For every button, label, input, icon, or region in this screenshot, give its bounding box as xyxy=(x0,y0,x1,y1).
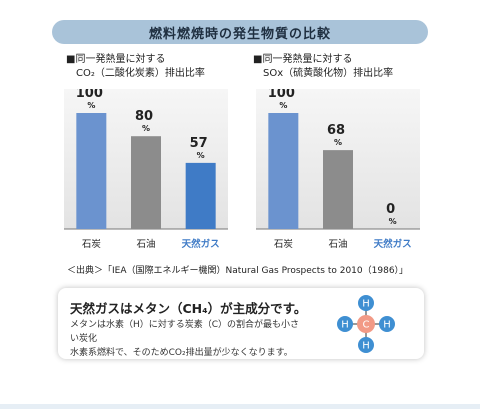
co2-chart: 100% 石炭 80% 石油 57% 天然ガス xyxy=(64,89,228,250)
co2-label-line1: ■同一発熱量に対する xyxy=(66,54,166,65)
info-body: メタンは水素（H）に対する炭素（C）の割合が最も小さい炭化 水素系燃料で、そのた… xyxy=(70,318,300,360)
data-label-value: 68 xyxy=(327,123,345,138)
data-label-unit: % xyxy=(87,101,95,110)
hydrogen-atom-icon xyxy=(358,337,374,353)
sox-label-line2: SOx（硫黄酸化物）排出比率 xyxy=(263,68,394,79)
atom-label: H xyxy=(362,341,370,352)
category-label: 石炭 xyxy=(82,239,102,250)
info-body-line2: 水素系燃料で、そのためCO₂排出量が少なくなります。 xyxy=(70,348,293,358)
data-label-unit: % xyxy=(334,138,342,147)
bottom-divider xyxy=(0,404,480,409)
info-heading: 天然ガスはメタン（CH₄）が主成分です。 xyxy=(70,301,307,316)
data-label-unit: % xyxy=(142,124,150,133)
source-citation: ＜出典＞「IEA（国際エネルギー機関）Natural Gas Prospects… xyxy=(67,266,409,276)
data-label-value: 0 xyxy=(386,202,395,217)
category-label: 石油 xyxy=(136,238,155,250)
data-label-value: 100 xyxy=(268,89,295,101)
atom-label: H xyxy=(383,320,391,331)
sox-chart: 100% 石炭 68% 石油 0% 天然ガス xyxy=(256,89,420,250)
data-label-value: 80 xyxy=(135,109,153,124)
info-box: 天然ガスはメタン（CH₄）が主成分です。 メタンは水素（H）に対する炭素（C）の… xyxy=(58,288,424,359)
atom-label: H xyxy=(341,320,349,331)
data-label-value: 100 xyxy=(76,89,103,101)
methane-molecule-icon: HH HHC xyxy=(337,295,395,353)
co2-label-line2: CO₂（二酸化炭素）排出比率 xyxy=(76,68,205,79)
co2-chart-label: ■同一発熱量に対する CO₂（二酸化炭素）排出比率 xyxy=(66,53,205,81)
sox-chart-label: ■同一発熱量に対する SOx（硫黄酸化物）排出比率 xyxy=(253,53,393,81)
info-body-line1: メタンは水素（H）に対する炭素（C）の割合が最も小さい炭化 xyxy=(70,320,300,344)
hydrogen-atom-icon xyxy=(337,316,353,332)
sox-label-line1: ■同一発熱量に対する xyxy=(253,54,353,65)
bar-石炭 xyxy=(268,113,299,229)
category-label: 石炭 xyxy=(274,239,294,250)
bar-天然ガス xyxy=(185,162,216,229)
carbon-atom-icon xyxy=(357,315,375,333)
bar-石油 xyxy=(323,150,353,229)
data-label-unit: % xyxy=(389,217,397,226)
data-label-value: 57 xyxy=(190,136,208,151)
page-title-text: 燃料燃焼時の発生物質の比較 xyxy=(148,26,331,42)
category-label: 天然ガス xyxy=(374,238,412,250)
data-label-unit: % xyxy=(279,101,287,110)
category-label: 石油 xyxy=(328,238,347,250)
page-title: 燃料燃焼時の発生物質の比較 xyxy=(52,20,428,44)
bar-石油 xyxy=(131,136,161,229)
hydrogen-atom-icon xyxy=(379,316,395,332)
atom-label: H xyxy=(362,299,370,310)
hydrogen-atom-icon xyxy=(358,295,374,311)
category-label: 天然ガス xyxy=(182,238,220,250)
data-label-unit: % xyxy=(197,151,205,160)
bar-石炭 xyxy=(76,113,107,229)
atom-label: C xyxy=(363,320,370,331)
